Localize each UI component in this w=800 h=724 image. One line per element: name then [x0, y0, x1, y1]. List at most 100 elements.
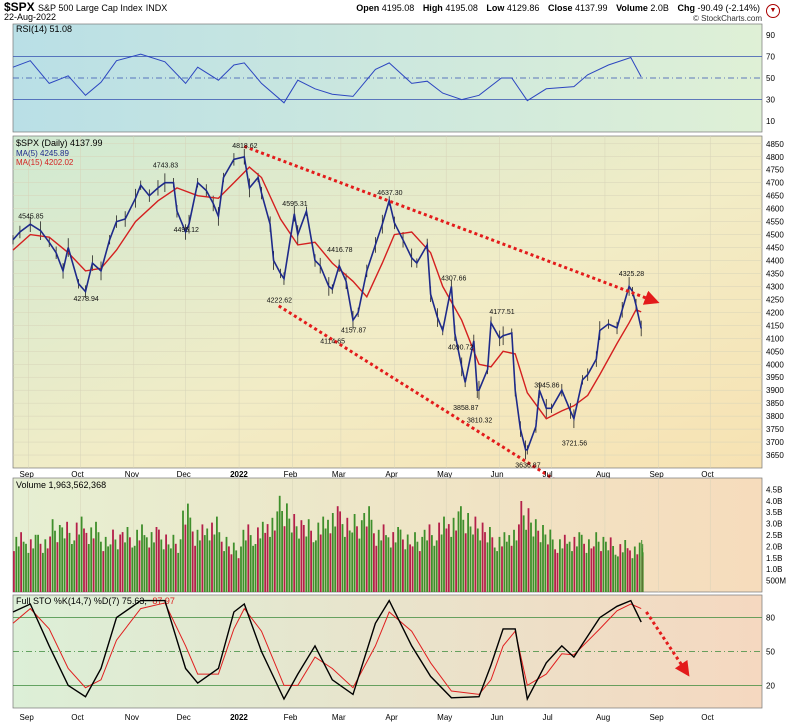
- volume-bar: [71, 544, 73, 592]
- price-annotation: 4818.62: [232, 143, 257, 150]
- volume-bar: [452, 517, 455, 592]
- volume-bar: [298, 538, 300, 592]
- volume-bar: [116, 549, 119, 592]
- volume-bar: [327, 519, 329, 592]
- price-tick-label: 3800: [766, 412, 784, 421]
- volume-bar: [187, 503, 189, 592]
- symbol-title: $SPX S&P 500 Large Cap Index INDX: [4, 0, 167, 14]
- volume-bar: [614, 554, 617, 592]
- volume-bar: [399, 529, 402, 592]
- volume-bar: [286, 503, 288, 592]
- volume-tick-label: 4.5B: [766, 485, 782, 494]
- volume-bar: [107, 546, 109, 592]
- rsi-tick-label: 70: [766, 52, 775, 61]
- month-label: Dec: [177, 470, 191, 479]
- price-tick-label: 3750: [766, 425, 784, 434]
- volume-bar: [172, 534, 175, 592]
- volume-label: Volume: [616, 3, 648, 13]
- sto-tick-label: 20: [766, 681, 775, 690]
- volume-bar: [527, 508, 530, 592]
- price-annotation: 3636.87: [515, 462, 540, 469]
- volume-bar: [353, 514, 356, 592]
- volume-bar: [515, 540, 518, 592]
- symbol: $SPX: [4, 0, 35, 14]
- rsi-tick-label: 10: [766, 117, 775, 126]
- volume-bar: [385, 535, 387, 592]
- volume-bar: [300, 520, 303, 592]
- volume-bar: [324, 528, 327, 592]
- volume-bar: [486, 542, 489, 592]
- month-label: Aug: [596, 470, 610, 479]
- rsi-label: RSI(14) 51.08: [16, 24, 72, 34]
- volume-bar: [83, 528, 85, 592]
- volume-bar: [264, 532, 267, 592]
- volume-bar: [387, 537, 390, 592]
- volume-bar: [341, 524, 344, 592]
- volume-bar: [530, 522, 532, 592]
- volume-bar: [380, 540, 383, 592]
- price-tick-label: 3900: [766, 386, 784, 395]
- volume-bar: [129, 537, 131, 592]
- open-label: Open: [356, 3, 380, 13]
- volume-bar: [431, 535, 433, 592]
- volume-bar: [73, 540, 76, 592]
- volume-bar: [257, 527, 259, 592]
- volume-bar: [148, 547, 151, 592]
- price-tick-label: 4400: [766, 257, 784, 266]
- price-annotation: 4595.31: [282, 201, 307, 208]
- volume-bar: [240, 546, 242, 592]
- price-tick-label: 4650: [766, 192, 784, 201]
- volume-bar: [150, 532, 153, 592]
- volume-bar: [501, 546, 503, 592]
- month-label: Apr: [385, 713, 398, 722]
- price-annotation: 3858.87: [453, 405, 478, 412]
- price-annotation: 4157.87: [341, 327, 366, 334]
- volume-bar: [479, 540, 482, 592]
- volume-bar: [58, 525, 61, 592]
- low-label: Low: [486, 3, 505, 13]
- price-annotation: 4278.94: [73, 296, 98, 303]
- volume-bar: [121, 532, 124, 592]
- month-label: Jun: [491, 713, 504, 722]
- volume-bar: [235, 550, 238, 592]
- volume-bar: [39, 543, 42, 592]
- volume-bar: [44, 539, 47, 592]
- volume-bar: [133, 545, 136, 592]
- volume-bar: [252, 545, 254, 592]
- month-label: Aug: [596, 713, 610, 722]
- rsi-line: [12, 53, 642, 104]
- volume-bar: [561, 548, 564, 592]
- volume-bar: [576, 546, 578, 592]
- volume-bar: [242, 529, 245, 592]
- month-label: Feb: [284, 470, 298, 479]
- volume-bar: [310, 530, 312, 592]
- chart-date: 22-Aug-2022: [4, 12, 57, 22]
- volume-bar: [476, 528, 479, 592]
- price-annotation: 4545.85: [18, 214, 43, 221]
- volume-bar: [329, 533, 332, 592]
- volume-bar: [317, 522, 320, 592]
- price-tick-label: 4450: [766, 244, 784, 253]
- sto-down-arrow: [645, 611, 690, 677]
- volume-bar: [438, 522, 440, 592]
- volume-bar: [315, 540, 317, 592]
- volume-bar: [22, 541, 25, 592]
- volume-bar: [75, 522, 78, 592]
- volume-bar: [638, 542, 641, 592]
- volume-bar: [126, 527, 129, 592]
- volume-bar: [114, 539, 117, 592]
- volume-bar: [621, 552, 624, 592]
- volume-bar: [199, 540, 201, 592]
- price-tick-label: 4150: [766, 321, 784, 330]
- volume-bar: [404, 549, 407, 592]
- low-value: 4129.86: [506, 3, 540, 13]
- x-axis-price: Sep Oct Nov Dec 2022 Feb Mar Apr May Jun Jul Aug Sep…: [20, 470, 715, 479]
- volume-bar: [573, 536, 576, 592]
- volume-bar: [20, 532, 22, 592]
- volume-panel: Volume 1,963,562,368 4.5B 4.0B 3.5B 3.0B 2.5…: [12, 477, 786, 593]
- month-label: Sep: [649, 713, 664, 722]
- volume-bar: [254, 544, 257, 592]
- volume-bar: [360, 520, 363, 592]
- chart-menu-button[interactable]: ▼: [766, 4, 780, 18]
- volume-bar: [525, 529, 527, 592]
